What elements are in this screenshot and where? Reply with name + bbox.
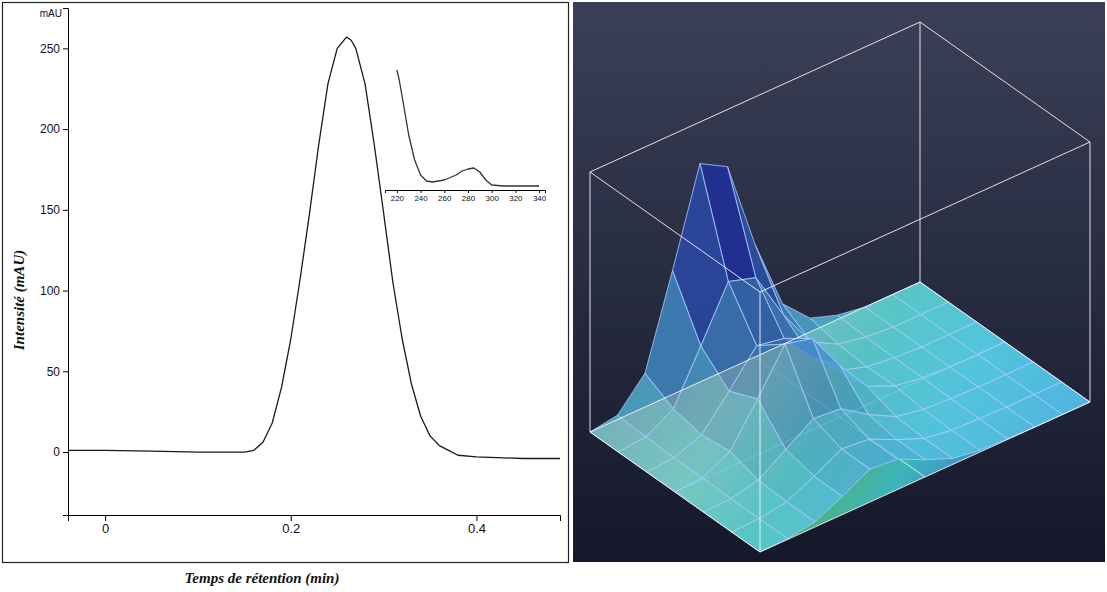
tick-label: 0.2 [282,521,300,536]
x-axis-title: Temps de rétention (min) [185,570,340,587]
box-edge [590,432,760,552]
tick-label: 200 [40,122,60,136]
tick: 0 [102,515,109,536]
tick: 280 [462,190,476,203]
panel-frame [3,3,569,563]
tick: 0.4 [468,515,486,536]
box-edge [590,282,920,432]
chromatogram-line [68,37,560,458]
tick: 50 [47,365,68,379]
tick-label: 320 [509,194,523,203]
tick: 0 [53,445,68,459]
tick-label: 0.4 [468,521,486,536]
tick-mark [63,452,68,453]
axis: 0 50 100 150 200 250 [40,9,69,516]
tick-mark [63,371,68,372]
inset-plot-area [397,70,539,186]
box-edge [590,172,591,432]
annotation: mAU [40,8,62,19]
tick-mark [468,190,469,193]
tick-label: 100 [40,284,60,298]
tick-label: 0 [102,521,109,536]
surface-scene [590,22,1090,552]
tick-label: 250 [40,42,60,56]
tick-label: 340 [533,194,547,203]
tick: 260 [438,190,452,203]
tick-mark [63,129,68,130]
tick-label: 220 [391,194,405,203]
box-edge [590,22,920,172]
tick-label: 150 [40,203,60,217]
panel-background [573,2,1105,562]
figure: 0 50 100 150 200 250 0 0.2 0.4 mAU Intensité (mAU)… [0,0,1107,592]
tick: 100 [40,284,68,298]
tick-mark [476,515,477,521]
bounding-box [590,22,1090,552]
tick-label: 50 [47,365,61,379]
tick: 320 [509,190,523,203]
box-edge [760,292,761,552]
plot-area [68,37,560,458]
tick-label: 240 [414,194,428,203]
tick-label: 280 [462,194,476,203]
box-edge [1090,142,1091,402]
box-edge [760,142,1090,292]
tick-mark [492,190,493,193]
axis-line [386,191,546,194]
tick-label: 0 [53,445,60,459]
surface-mesh [590,164,1090,552]
spectrum-line [397,70,539,186]
tick-label: 300 [485,194,499,203]
tick-mark [63,291,68,292]
tick: 250 [40,42,68,56]
tick: 300 [485,190,499,203]
tick: 200 [40,122,68,136]
tick-mark [63,210,68,211]
tick: 340 [533,190,547,203]
tick: 240 [414,190,428,203]
box-edge [590,172,760,292]
axis-line [69,516,561,522]
tick-mark [421,190,422,193]
tick-mark [444,190,445,193]
box-edge [760,402,1090,552]
tick-label: 260 [438,194,452,203]
tick: 150 [40,203,68,217]
box-edge [920,22,921,282]
tick-mark [63,48,68,49]
tick-mark [291,515,292,521]
y-axis-title: Intensité (mAU) [11,250,28,351]
tick: 0.2 [282,515,300,536]
box-edge [920,282,1090,402]
axis: 220 240 260 280 300 320 340 [386,190,547,203]
tick-mark [515,190,516,193]
box-edge [920,22,1090,142]
axis: 0 0.2 0.4 [69,515,561,536]
tick-mark [105,515,106,521]
tick-mark [397,190,398,193]
tick: 220 [391,190,405,203]
tick-mark [539,190,540,193]
axis-line [63,9,69,516]
